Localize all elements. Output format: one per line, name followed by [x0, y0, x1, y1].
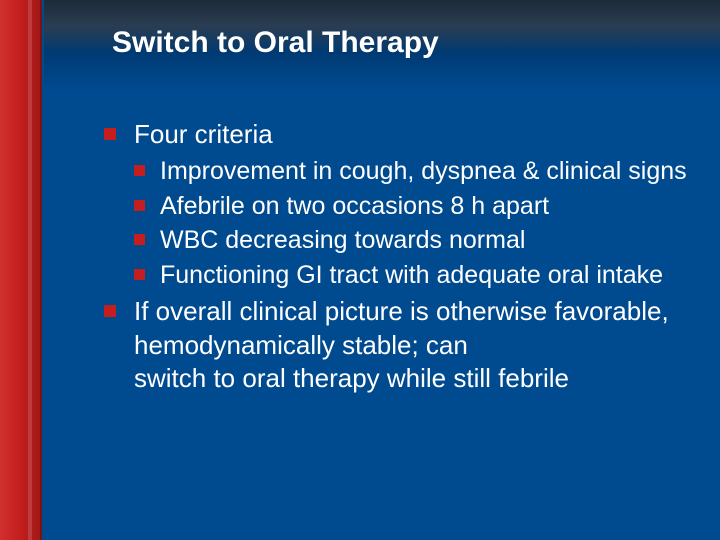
bullet-overall: If overall clinical picture is otherwise…	[104, 295, 694, 395]
slide: Switch to Oral Therapy Four criteria Imp…	[0, 0, 720, 540]
bullet-text: Four criteria	[134, 119, 273, 149]
sub-bullet-text: Functioning GI tract with adequate oral …	[160, 261, 663, 289]
slide-title: Switch to Oral Therapy	[112, 26, 439, 60]
bullet-cutoff-text: switch to oral therapy while still febri…	[134, 363, 569, 393]
sub-bullet-text: Improvement in cough, dyspnea & clinical…	[160, 157, 687, 185]
sub-bullet: Functioning GI tract with adequate oral …	[134, 259, 694, 292]
bullet-criteria: Four criteria Improvement in cough, dysp…	[104, 118, 694, 291]
red-sidebar	[0, 0, 42, 540]
sub-bullet: WBC decreasing towards normal	[134, 224, 694, 257]
sub-bullet: Afebrile on two occasions 8 h apart	[134, 190, 694, 223]
sidebar-highlight	[28, 0, 32, 540]
sub-bullet-text: Afebrile on two occasions 8 h apart	[160, 192, 549, 220]
bullet-text: If overall clinical picture is otherwise…	[134, 296, 669, 359]
sub-bullet-text: WBC decreasing towards normal	[160, 226, 525, 254]
slide-body: Four criteria Improvement in cough, dysp…	[104, 118, 694, 399]
sub-bullet: Improvement in cough, dyspnea & clinical…	[134, 155, 694, 188]
